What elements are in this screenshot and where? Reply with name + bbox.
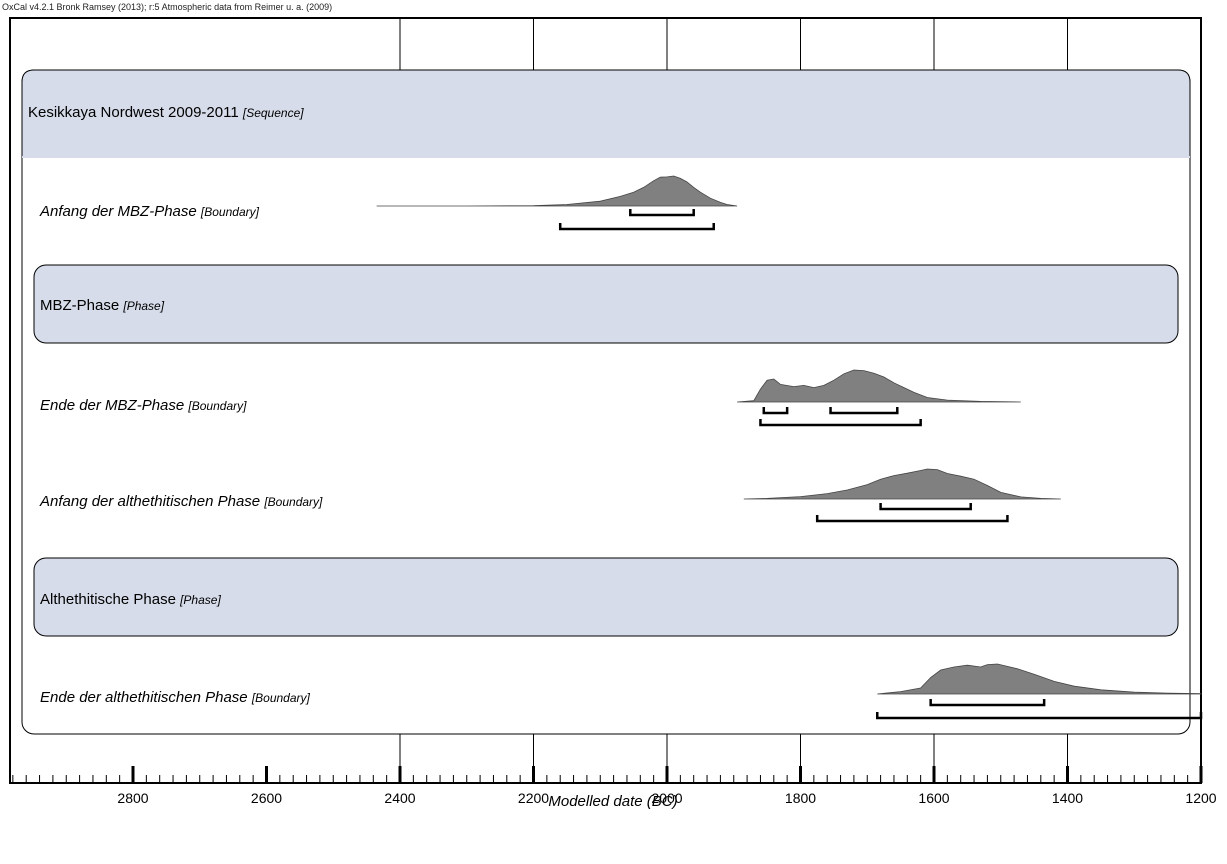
tick-label-2600: 2600 [251,790,282,806]
tick-label-1200: 1200 [1185,790,1216,806]
boundary-label: Anfang der althethitischen Phase [Bounda… [39,493,323,510]
boundary-row: Anfang der MBZ-Phase [Boundary] [39,175,738,231]
phase-kind-mbz: [Phase] [122,299,164,313]
tick-label-1400: 1400 [1052,790,1083,806]
posterior-distribution [737,369,1021,403]
plot-frame [9,17,1202,784]
range-68-bracket [829,407,899,415]
posterior-distribution [743,468,1061,500]
phase-kind-althethitisch: [Phase] [179,593,221,607]
phase-panel-althethitisch [33,557,1179,637]
phase-label-mbz: MBZ-Phase [Phase] [40,297,165,314]
tick-label-1600: 1600 [918,790,949,806]
sequence-kind: [Sequence] [242,106,304,120]
range-95-bracket [815,515,1009,523]
range-68-bracket [629,209,695,217]
boundary-rows: Anfang der MBZ-Phase [Boundary]Ende der … [39,175,1203,720]
range-95-bracket [759,419,922,427]
tick-label-2800: 2800 [117,790,148,806]
posterior-distribution [376,175,738,207]
tick-label-2400: 2400 [384,790,415,806]
phase-panel-mbz [33,264,1179,344]
phase-label-althethitisch: Althethitische Phase [Phase] [40,591,221,608]
boundary-kind: [Boundary] [200,205,260,219]
posterior-distribution [877,663,1202,695]
boundary-kind: [Boundary] [251,691,311,705]
x-axis-title: Modelled date (BC) [548,793,677,810]
boundary-label: Ende der MBZ-Phase [Boundary] [40,397,247,414]
boundary-name: Ende der MBZ-Phase [40,397,188,414]
boundary-row: Ende der althethitischen Phase [Boundary… [40,663,1203,720]
tick-label-2200: 2200 [518,790,549,806]
range-68-bracket [762,407,789,415]
range-68-bracket [929,699,1046,707]
tick-label-2000: 2000 [651,790,682,806]
boundary-kind: [Boundary] [187,399,247,413]
boundary-row: Anfang der althethitischen Phase [Bounda… [39,468,1061,523]
boundary-name: Anfang der MBZ-Phase [39,203,201,220]
boundary-row: Ende der MBZ-Phase [Boundary] [40,369,1021,427]
header-caption: OxCal v4.2.1 Bronk Ramsey (2013); r:5 At… [2,2,333,12]
x-axis: 2800 2600 2400 2200 2000 1800 1600 1400 1200 [12,766,1217,806]
range-68-bracket [879,503,972,511]
boundary-label: Anfang der MBZ-Phase [Boundary] [39,203,260,220]
boundary-name: Ende der althethitischen Phase [40,689,252,706]
boundary-name: Anfang der althethitischen Phase [39,493,264,510]
boundary-label: Ende der althethitischen Phase [Boundary… [40,689,311,706]
boundary-kind: [Boundary] [263,495,323,509]
tick-label-1800: 1800 [785,790,816,806]
sequence-label: Kesikkaya Nordwest 2009-2011 [Sequence] [28,104,304,121]
range-95-bracket [558,223,715,231]
range-95-bracket [876,712,1203,720]
